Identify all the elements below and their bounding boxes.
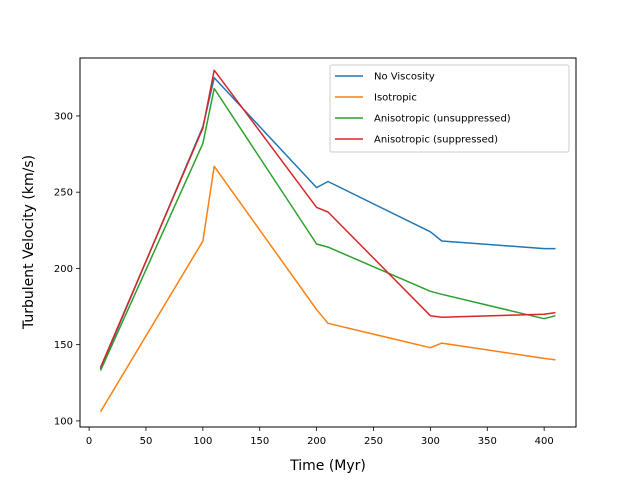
legend: No Viscosity Isotropic Anisotropic (unsupp… (329, 64, 570, 153)
x-tick-label: 250 (364, 436, 383, 447)
series-line-2 (99, 165, 556, 413)
plot-area-frame (79, 57, 577, 428)
y-tick-label: 150 (54, 340, 73, 351)
x-tick-label: 150 (250, 436, 269, 447)
x-tick-label: 0 (86, 436, 92, 447)
legend-entry-label: Isotropic (374, 93, 417, 104)
y-tick-label: 250 (54, 188, 73, 199)
x-axis-label: Time (Myr) (289, 458, 366, 474)
x-tick-label: 350 (478, 436, 497, 447)
y-axis-label: Turbulent Velocity (km/s) (21, 155, 37, 330)
legend-entry-label: No Viscosity (374, 72, 435, 83)
legend-entry-label: Anisotropic (suppressed) (374, 135, 498, 146)
y-tick-label: 100 (54, 416, 73, 427)
y-tick-label: 200 (54, 264, 73, 275)
series-line-4 (99, 69, 556, 368)
x-tick-label: 100 (193, 436, 212, 447)
legend-box (329, 64, 570, 153)
x-tick-label: 200 (307, 436, 326, 447)
series-layer (99, 69, 556, 413)
x-axis: 0 50 100 150 200 250 300 350 400 (86, 427, 554, 447)
x-tick-label: 300 (421, 436, 440, 447)
legend-entry-label: Anisotropic (unsuppressed) (374, 114, 511, 125)
x-tick-label: 400 (535, 436, 554, 447)
y-tick-label: 300 (54, 111, 73, 122)
series-line-3 (99, 87, 556, 371)
x-tick-label: 50 (140, 436, 153, 447)
y-axis: 100 150 200 250 300 (54, 111, 80, 427)
